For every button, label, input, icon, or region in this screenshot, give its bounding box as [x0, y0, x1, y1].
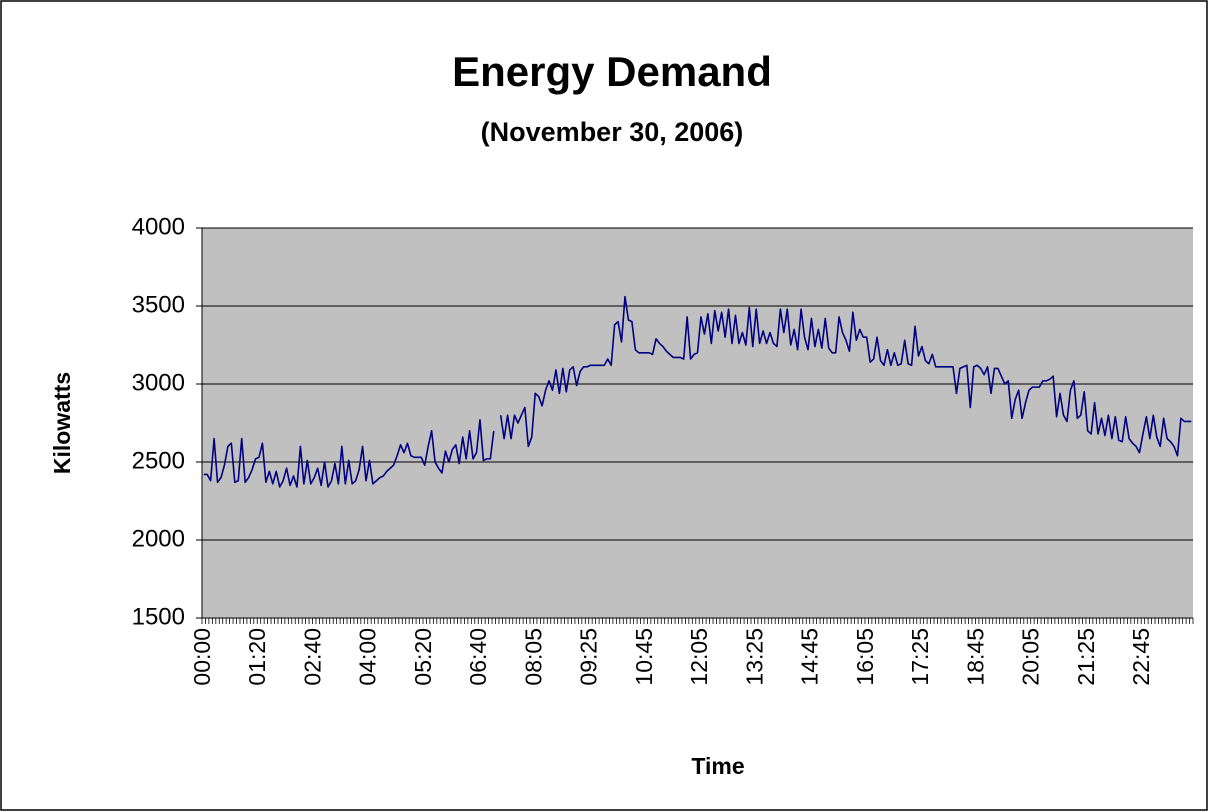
x-tick-label: 18:45: [962, 628, 988, 686]
y-tick-label: 3000: [132, 369, 185, 396]
x-tick-label: 21:25: [1073, 628, 1099, 686]
x-tick-label: 08:05: [520, 628, 546, 686]
x-tick-label: 04:00: [355, 628, 381, 686]
x-tick-label: 09:25: [576, 628, 602, 686]
x-tick-label: 14:45: [797, 628, 823, 686]
x-axis-title: Time: [691, 753, 744, 779]
x-tick-label: 22:45: [1128, 628, 1154, 686]
plot-area: [202, 228, 1193, 618]
chart-subtitle: (November 30, 2006): [481, 117, 744, 147]
y-tick-label: 2000: [132, 525, 185, 552]
x-tick-label: 00:00: [189, 628, 215, 686]
y-tick-label: 1500: [132, 603, 185, 630]
x-tick-label: 20:05: [1018, 628, 1044, 686]
x-tick-label: 16:05: [852, 628, 878, 686]
x-tick-label: 13:25: [741, 628, 767, 686]
y-tick-label: 4000: [132, 213, 185, 240]
data-line: [203, 295, 1192, 488]
y-tick-label: 3500: [132, 291, 185, 318]
y-tick-label: 2500: [132, 447, 185, 474]
x-tick-label: 02:40: [299, 628, 325, 686]
x-tick-label: 10:45: [631, 628, 657, 686]
x-tick-label: 01:20: [244, 628, 270, 686]
chart-title: Energy Demand: [452, 48, 772, 95]
x-tick-label: 05:20: [410, 628, 436, 686]
x-tick-label: 12:05: [686, 628, 712, 686]
y-axis-title: Kilowatts: [49, 372, 75, 474]
x-tick-label: 06:40: [465, 628, 491, 686]
x-tick-label: 17:25: [907, 628, 933, 686]
